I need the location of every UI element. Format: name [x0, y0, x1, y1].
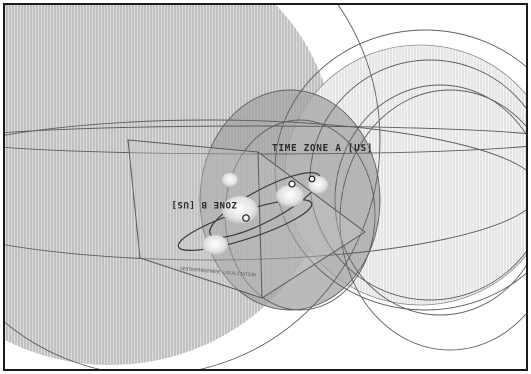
small-sphere-icon[interactable] [308, 175, 316, 183]
small-sphere-icon[interactable] [242, 214, 250, 222]
time-zone-a-label: TIME ZONE A [US] [272, 143, 373, 154]
viewport-frame [3, 3, 528, 371]
small-sphere-icon[interactable] [288, 180, 296, 188]
time-zone-b-label: ZONE B [US] [171, 199, 237, 209]
node-markers[interactable] [242, 175, 316, 222]
